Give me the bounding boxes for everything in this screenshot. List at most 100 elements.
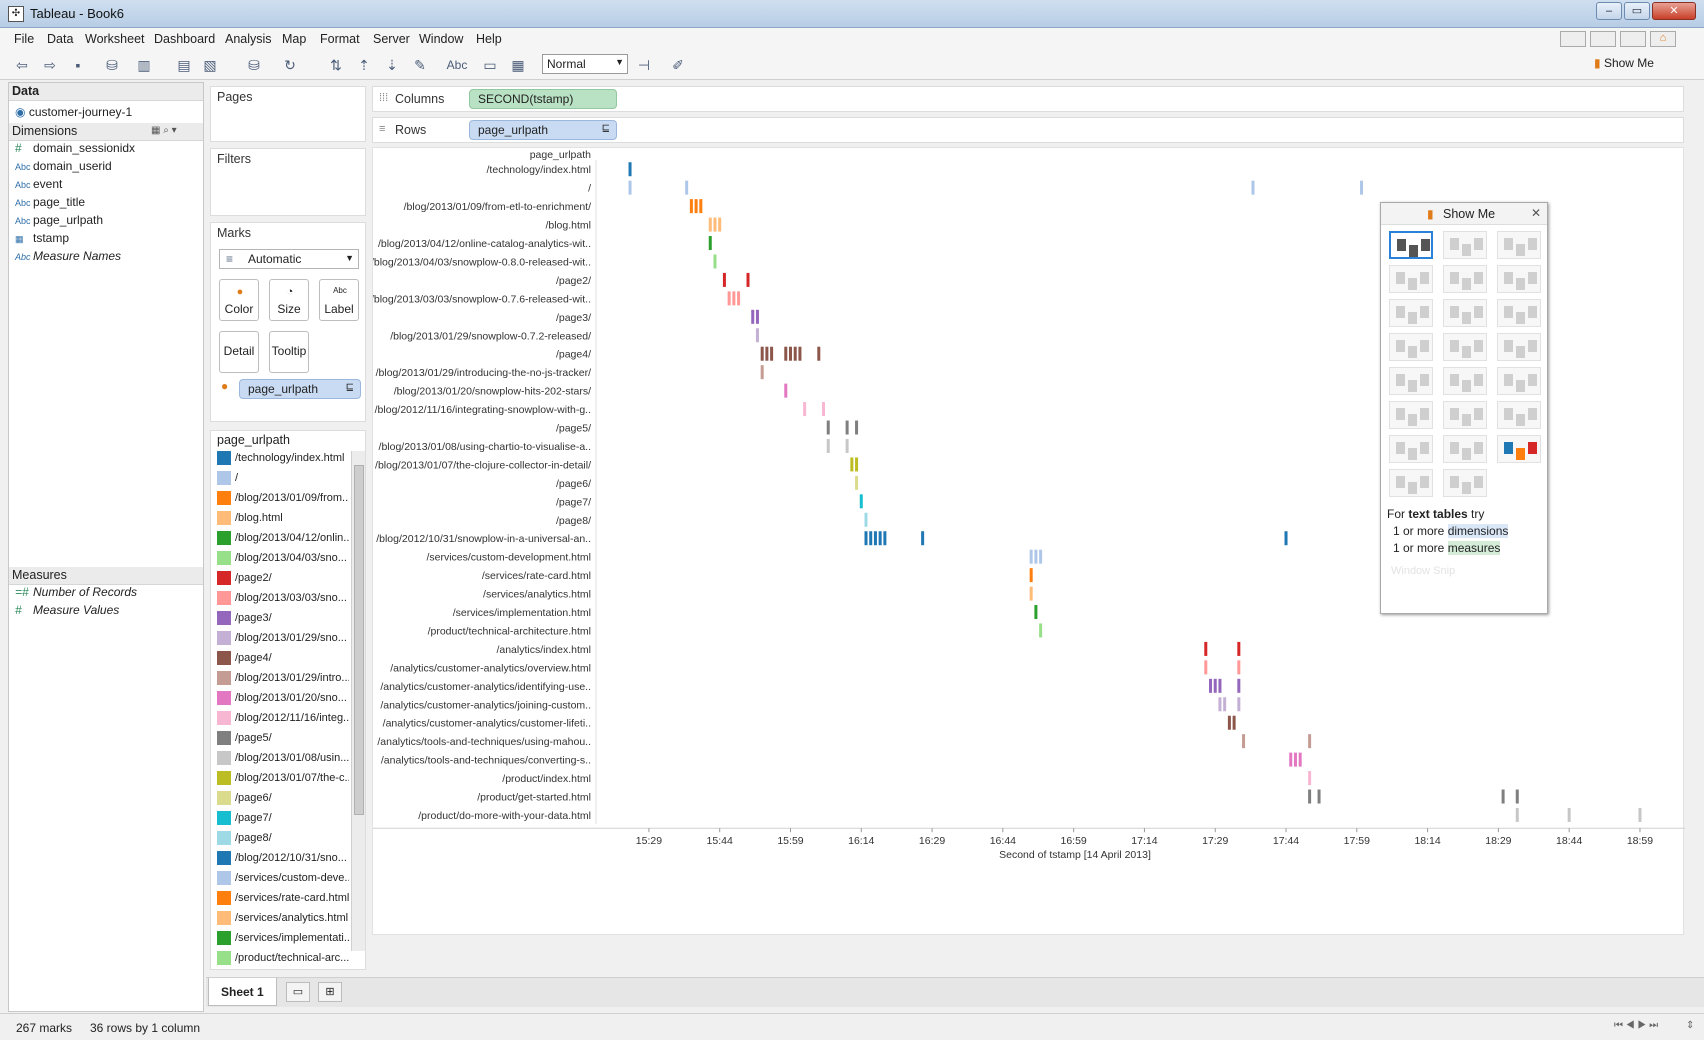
- tooltip-button[interactable]: Tooltip: [269, 331, 309, 373]
- legend-item[interactable]: /services/implementati...: [217, 931, 349, 949]
- pie-chart-thumbnail[interactable]: [1497, 367, 1541, 395]
- legend-item[interactable]: /blog/2013/04/12/onlin...: [217, 531, 349, 549]
- measure-field[interactable]: =# Number of Records: [15, 585, 137, 603]
- legend-item[interactable]: /services/rate-card.html: [217, 891, 349, 909]
- forward-arrow-icon[interactable]: ⇨: [44, 57, 56, 73]
- area-discrete-thumbnail[interactable]: [1443, 367, 1487, 395]
- dimension-field[interactable]: Abc Measure Names: [15, 249, 121, 267]
- chart-options-icon[interactable]: ▦: [511, 57, 525, 73]
- show-mark-labels-icon[interactable]: Abc: [446, 58, 468, 72]
- swap-icon[interactable]: ⇅: [330, 57, 342, 73]
- treemap-thumbnail[interactable]: [1497, 265, 1541, 293]
- minimize-button[interactable]: –: [1596, 2, 1622, 20]
- menu-format[interactable]: Format: [320, 32, 360, 46]
- bullet-graph-thumbnail[interactable]: [1443, 435, 1487, 463]
- legend-item[interactable]: /page7/: [217, 811, 349, 829]
- legend-item[interactable]: /page8/: [217, 831, 349, 849]
- heat-map-thumbnail[interactable]: [1389, 265, 1433, 293]
- new-dashboard-tab-icon[interactable]: ⊞: [318, 982, 342, 1002]
- home-icon[interactable]: ⌂: [1650, 31, 1676, 47]
- stacked-bars-thumbnail[interactable]: [1443, 299, 1487, 327]
- clear-sheet-icon[interactable]: ▧: [203, 57, 217, 73]
- legend-item[interactable]: /blog/2013/03/03/sno...: [217, 591, 349, 609]
- dual-combination-thumbnail[interactable]: [1389, 435, 1433, 463]
- legend-item[interactable]: /blog/2013/04/03/sno...: [217, 551, 349, 569]
- datasource-cylinder-icon[interactable]: ⛁: [106, 57, 118, 73]
- maximize-button[interactable]: ▭: [1624, 2, 1650, 20]
- lines-discrete-thumbnail[interactable]: [1443, 333, 1487, 361]
- legend-item[interactable]: /blog/2013/01/08/usin...: [217, 751, 349, 769]
- columns-shelf[interactable]: ⁞⁞⁞ Columns SECOND(tstamp): [372, 86, 1684, 112]
- legend-scrollbar[interactable]: [351, 451, 365, 951]
- new-worksheet-icon[interactable]: ▥: [137, 57, 151, 73]
- sheet-sorter-icon[interactable]: [1590, 31, 1616, 47]
- gantt-chart-thumbnail[interactable]: [1497, 435, 1541, 463]
- close-icon[interactable]: ✕: [1531, 206, 1542, 220]
- presentation-mode-icon[interactable]: [1560, 31, 1586, 47]
- highlight-table-thumbnail[interactable]: [1443, 265, 1487, 293]
- menu-help[interactable]: Help: [476, 32, 502, 46]
- dimension-field[interactable]: ▦ tstamp: [15, 231, 69, 249]
- pages-shelf[interactable]: Pages: [210, 86, 366, 142]
- close-window-button[interactable]: ✕: [1652, 2, 1696, 20]
- legend-item[interactable]: /page3/: [217, 611, 349, 629]
- menu-data[interactable]: Data: [47, 32, 74, 46]
- menu-analysis[interactable]: Analysis: [225, 32, 272, 46]
- dimension-field[interactable]: Abc domain_userid: [15, 159, 112, 177]
- data-source-icon[interactable]: [1620, 31, 1646, 47]
- back-arrow-icon[interactable]: ⇦: [16, 57, 28, 73]
- menu-map[interactable]: Map: [282, 32, 307, 46]
- dual-lines-thumbnail[interactable]: [1497, 333, 1541, 361]
- detail-button[interactable]: Detail: [219, 331, 259, 373]
- rows-pill[interactable]: page_urlpath ⊑: [469, 120, 617, 140]
- gantt-chart[interactable]: page_urlpath/technology/index.html / /blog…: [371, 148, 1685, 936]
- legend-item[interactable]: /: [217, 471, 349, 489]
- filters-shelf[interactable]: Filters: [210, 148, 366, 216]
- legend-item[interactable]: /blog/2013/01/29/intro...: [217, 671, 349, 689]
- color-field-pill[interactable]: page_urlpath ⊑: [239, 379, 361, 399]
- legend-item[interactable]: /page6/: [217, 791, 349, 809]
- sort-ascending-icon[interactable]: ⇡: [358, 57, 370, 73]
- save-icon[interactable]: ▪: [75, 57, 81, 73]
- menu-server[interactable]: Server: [373, 32, 410, 46]
- legend-item[interactable]: /blog.html: [217, 511, 349, 529]
- packed-bubbles-thumbnail[interactable]: [1389, 469, 1433, 497]
- dimension-view-icons[interactable]: ▦ ⌕ ▾: [151, 125, 177, 136]
- dimension-field[interactable]: Abc page_urlpath: [15, 213, 103, 231]
- pin-axis-icon[interactable]: ⊣: [637, 57, 651, 73]
- area-continuous-thumbnail[interactable]: [1389, 367, 1433, 395]
- legend-item[interactable]: /page2/: [217, 571, 349, 589]
- highlight-pen-icon[interactable]: ✐: [672, 57, 684, 73]
- circle-view-thumbnail[interactable]: [1443, 401, 1487, 429]
- menu-dashboard[interactable]: Dashboard: [154, 32, 216, 46]
- menu-file[interactable]: File: [14, 32, 35, 46]
- legend-item[interactable]: /blog/2012/10/31/sno...: [217, 851, 349, 869]
- legend-item[interactable]: /services/custom-deve...: [217, 871, 349, 889]
- symbol-map-thumbnail[interactable]: [1443, 231, 1487, 259]
- columns-pill[interactable]: SECOND(tstamp): [469, 89, 617, 109]
- side-by-side-bars-thumbnail[interactable]: [1497, 299, 1541, 327]
- horizontal-bars-thumbnail[interactable]: [1389, 299, 1433, 327]
- legend-item[interactable]: /services/analytics.html: [217, 911, 349, 929]
- pause-updates-icon[interactable]: ⛁: [248, 57, 260, 73]
- label-button[interactable]: Abc Label: [319, 279, 359, 321]
- sort-descending-icon[interactable]: ⇣: [386, 57, 398, 73]
- dimension-field[interactable]: Abc event: [15, 177, 62, 195]
- sheet-menu-icon[interactable]: ⇕: [1686, 1020, 1695, 1031]
- lines-continuous-thumbnail[interactable]: [1389, 333, 1433, 361]
- group-members-icon[interactable]: ✎: [414, 57, 426, 73]
- new-worksheet-tab-icon[interactable]: ▭: [286, 982, 310, 1002]
- legend-item[interactable]: /blog/2013/01/29/sno...: [217, 631, 349, 649]
- legend-item[interactable]: /blog/2012/11/16/integ...: [217, 711, 349, 729]
- size-button[interactable]: ◔ Size: [269, 279, 309, 321]
- side-by-side-circles-thumbnail[interactable]: [1497, 401, 1541, 429]
- measure-field[interactable]: # Measure Values: [15, 603, 119, 621]
- legend-scroll-thumb[interactable]: [354, 465, 364, 815]
- scatter-plot-thumbnail[interactable]: [1389, 401, 1433, 429]
- duplicate-sheet-icon[interactable]: ▤: [177, 57, 191, 73]
- legend-item[interactable]: /page5/: [217, 731, 349, 749]
- legend-item[interactable]: /blog/2013/01/07/the-c...: [217, 771, 349, 789]
- text-table-thumbnail[interactable]: [1389, 231, 1433, 259]
- datasource-item[interactable]: ◉ customer-journey-1: [15, 105, 132, 119]
- show-me-button[interactable]: ▮ Show Me: [1594, 56, 1654, 70]
